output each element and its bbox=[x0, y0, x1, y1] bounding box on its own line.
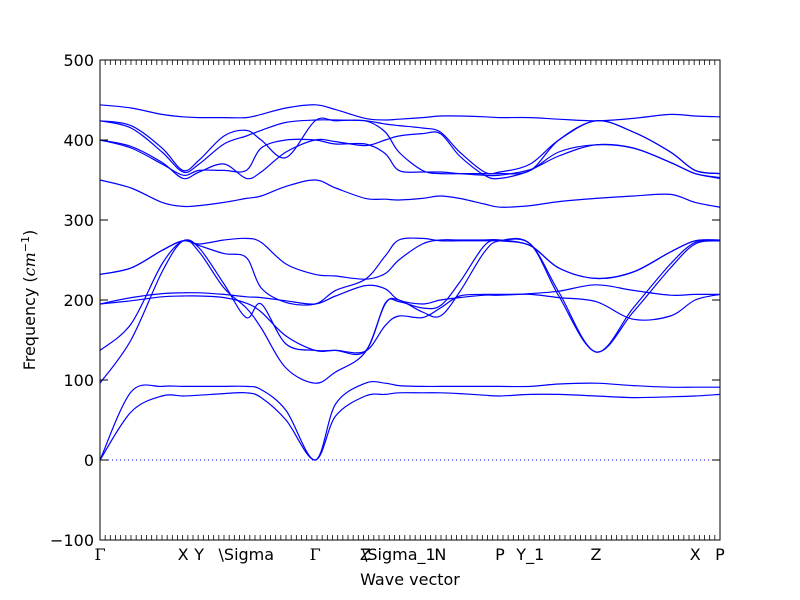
x-tick-label: P bbox=[495, 545, 505, 564]
y-axis-label-units: cm bbox=[20, 252, 39, 276]
y-tick-label: 300 bbox=[63, 211, 94, 230]
x-tick-label: P bbox=[715, 545, 725, 564]
x-tick-label: \Sigma_1 bbox=[362, 545, 436, 565]
series-line-9 bbox=[99, 179, 721, 208]
x-tick-label: Γ bbox=[310, 545, 321, 564]
x-tick-label: Y_1 bbox=[515, 545, 544, 565]
series-line-4 bbox=[99, 238, 721, 356]
series-line-5 bbox=[99, 293, 721, 354]
x-tick-label: \Sigma bbox=[219, 545, 275, 564]
series-line-2 bbox=[99, 380, 720, 461]
series-line-11 bbox=[99, 131, 721, 180]
y-axis-label: Frequency (cm−1) bbox=[19, 230, 39, 371]
y-axis-label-open: ( bbox=[20, 276, 39, 282]
x-tick-label: Γ bbox=[94, 545, 105, 564]
series-line-6 bbox=[99, 284, 721, 305]
y-tick-label: 0 bbox=[84, 451, 94, 470]
x-tick-label: N bbox=[434, 545, 446, 564]
y-axis-label-exponent: −1 bbox=[19, 236, 32, 252]
series-line-3 bbox=[99, 237, 721, 384]
series-line-14 bbox=[99, 104, 721, 122]
y-tick-label: 100 bbox=[63, 371, 94, 390]
y-axis-label-close: ) bbox=[20, 230, 39, 236]
series-line-8 bbox=[99, 237, 721, 280]
x-tick-label: X bbox=[690, 545, 701, 564]
x-tick-label: Y bbox=[193, 545, 204, 564]
y-axis-label-text: Frequency bbox=[20, 288, 39, 371]
y-tick-label: −100 bbox=[50, 531, 94, 550]
y-tick-label: 200 bbox=[63, 291, 94, 310]
x-axis-ticks: Γ X Y \Sigma Γ Z\Sigma_1N P Y_1 Z X P bbox=[94, 545, 725, 565]
x-tick-label: Z bbox=[360, 545, 371, 564]
x-tick-label: X bbox=[178, 545, 189, 564]
series-line-10 bbox=[99, 138, 721, 179]
series-line-1 bbox=[99, 391, 721, 461]
y-tick-label: 500 bbox=[63, 51, 94, 70]
y-axis-ticks: −100 0 100 200 300 400 500 bbox=[50, 51, 720, 550]
plot-marks bbox=[99, 60, 721, 540]
series-line-7 bbox=[99, 237, 721, 306]
plot-frame bbox=[99, 59, 721, 541]
x-tick-label: Z bbox=[591, 545, 602, 564]
y-tick-label: 400 bbox=[63, 131, 94, 150]
x-axis-label: Wave vector bbox=[360, 570, 460, 589]
